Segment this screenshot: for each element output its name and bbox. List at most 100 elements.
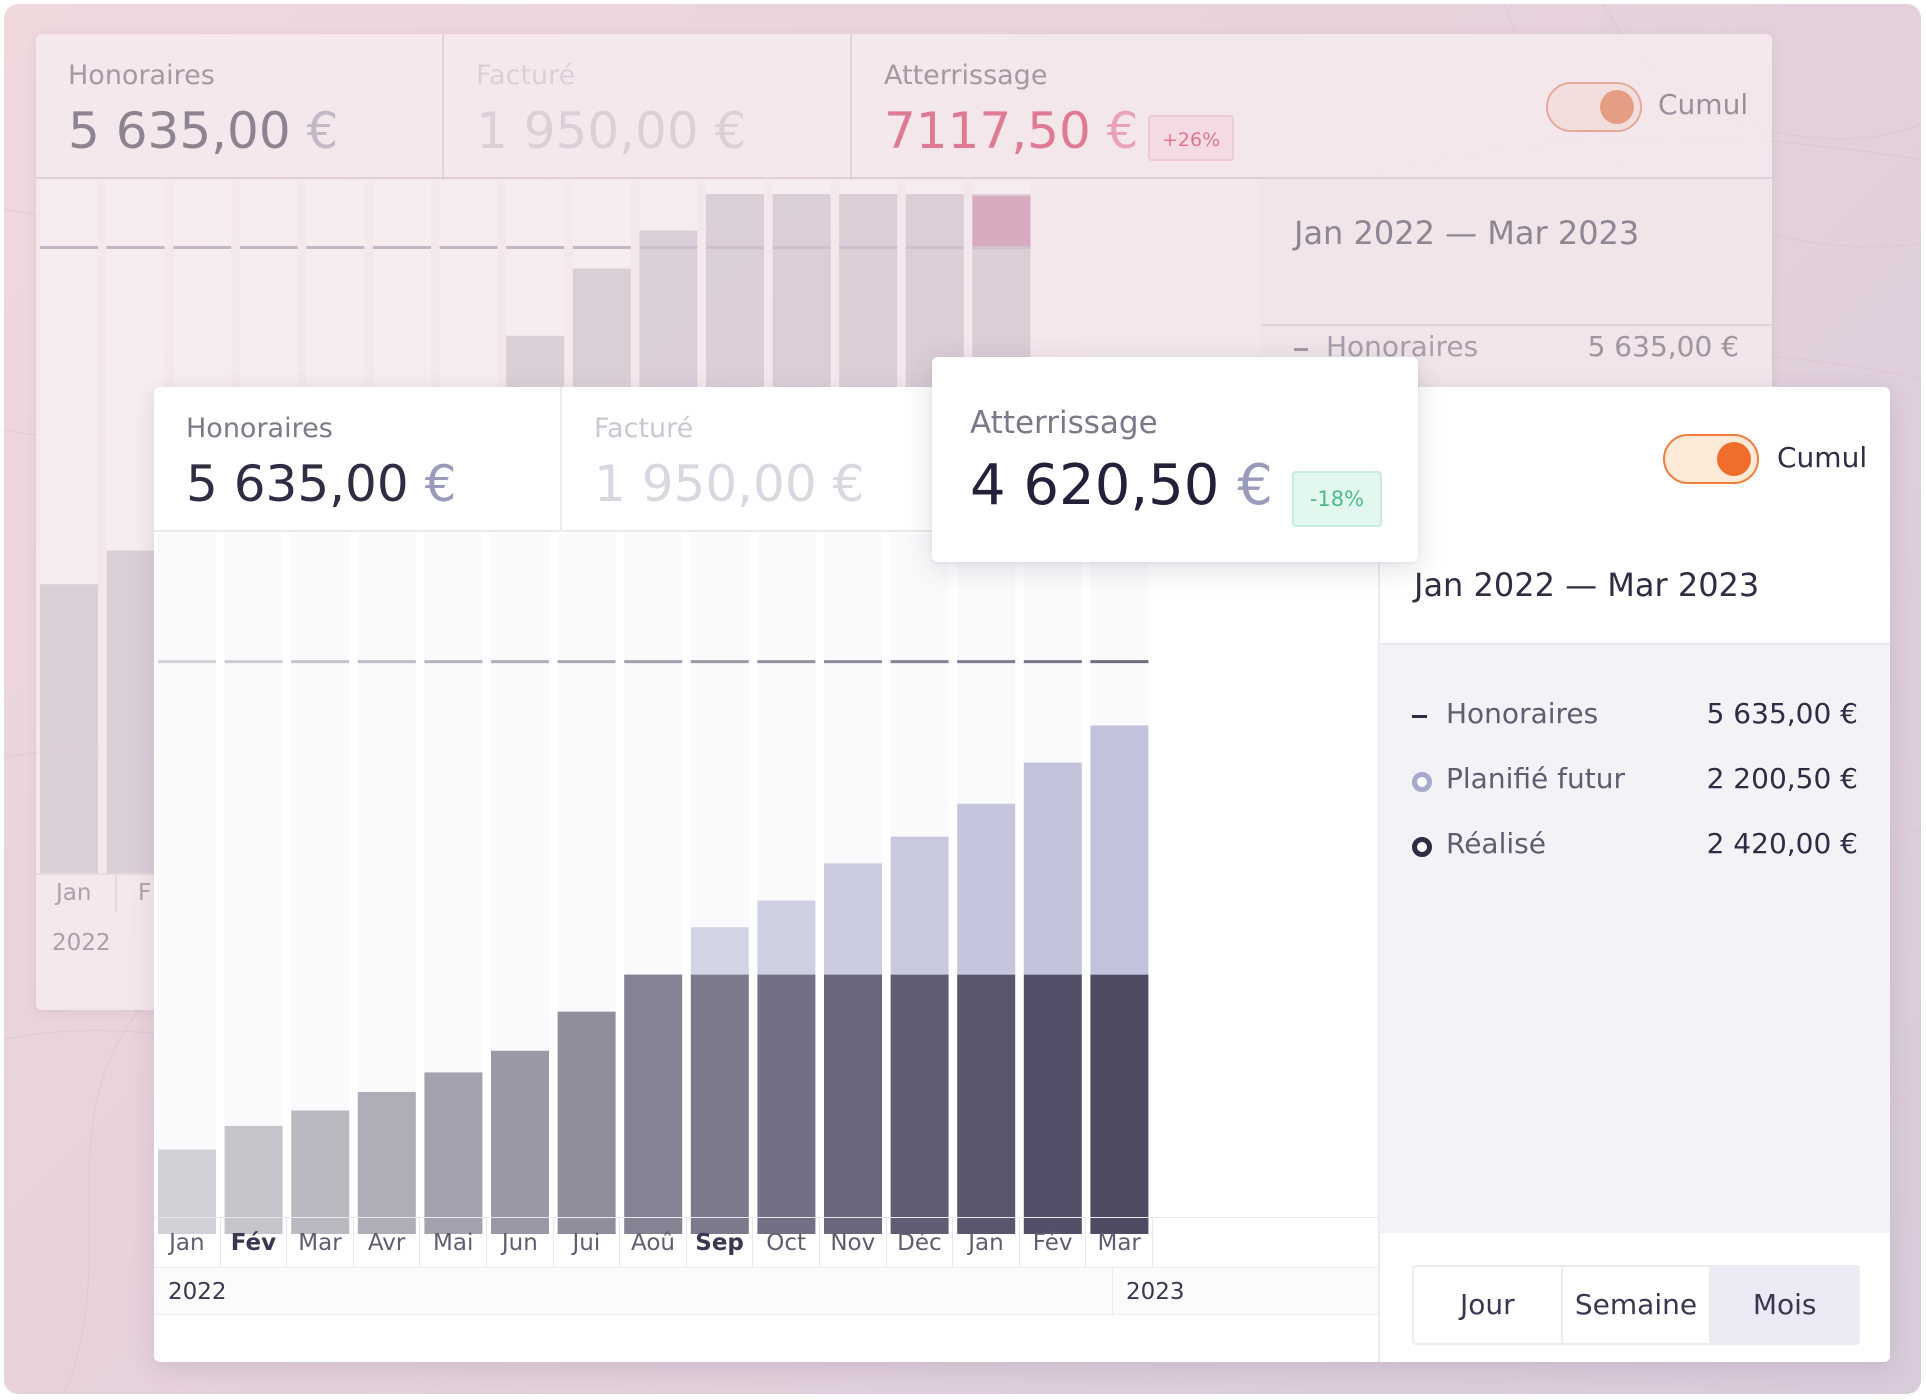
bar-planifie-futur	[824, 863, 882, 975]
bar-realise	[624, 974, 683, 1234]
back-target-line	[439, 246, 498, 249]
chart-column-bg	[158, 534, 216, 1234]
month-tick-label: Fév	[221, 1218, 288, 1268]
stat-honoraires[interactable]: Honoraires 5 635,00 €	[154, 387, 562, 532]
period-option-mois[interactable]: Mois	[1711, 1267, 1859, 1343]
month-tick-label: Mar	[1086, 1218, 1153, 1268]
back-target-line	[373, 246, 431, 249]
month-tick-label: Fév	[1020, 1218, 1087, 1268]
month-tick-label: Avr	[354, 1218, 421, 1268]
date-range: Jan 2022 — Mar 2023	[1414, 566, 1760, 604]
month-axis: Jan Fév Mar Avr Mai Jun Jui Aoû Sep Oct Nov Déc Jan F…	[154, 1217, 1378, 1268]
target-line-honoraires	[1090, 660, 1149, 664]
legend-row-planifie-futur: Planifié futur 2 200,50 €	[1412, 762, 1858, 802]
bar-planifie-futur	[757, 900, 816, 975]
back-month-label: Jan	[56, 880, 92, 906]
stat-label: Atterrissage	[884, 60, 1048, 91]
stat-label: Honoraires	[68, 60, 215, 91]
target-line-honoraires	[224, 660, 283, 664]
back-month-label: F	[138, 880, 152, 906]
month-tick-label: Jan	[154, 1218, 221, 1268]
target-line-honoraires	[491, 660, 549, 664]
target-line-honoraires	[824, 660, 882, 664]
month-tick-label: Nov	[820, 1218, 887, 1268]
stat-value: 1 950,00 €	[594, 455, 865, 513]
target-line-honoraires	[557, 660, 616, 664]
stat-value: 1 950,00 €	[476, 102, 747, 160]
bar-realise	[957, 974, 1016, 1234]
back-target-line	[106, 246, 165, 249]
legend-row-honoraires: Honoraires 5 635,00 €	[1412, 697, 1858, 737]
back-target-line	[306, 246, 365, 249]
dash-marker-icon	[1294, 348, 1308, 351]
month-tick-label: Jun	[487, 1218, 554, 1268]
target-line-honoraires	[690, 660, 749, 664]
bar-realise	[1023, 974, 1082, 1234]
legend-row-realise: Réalisé 2 420,00 €	[1412, 827, 1858, 867]
chart-column-bg	[224, 534, 283, 1234]
month-tick-label: Aoû	[620, 1218, 687, 1268]
target-line-honoraires	[1023, 660, 1082, 664]
back-target-line	[506, 246, 565, 249]
target-line-honoraires	[424, 660, 483, 664]
back-target-line	[239, 246, 298, 249]
back-target-line	[173, 246, 232, 249]
bar-realise	[690, 974, 749, 1234]
year-divider	[1112, 1268, 1113, 1316]
back-cumul-toggle[interactable]	[1546, 82, 1642, 132]
target-line-honoraires	[357, 660, 416, 664]
month-tick-label: Déc	[887, 1218, 954, 1268]
target-line-honoraires	[158, 660, 216, 664]
back-bar-over-target	[972, 196, 1031, 246]
month-tick-label: Sep	[687, 1218, 754, 1268]
legend-name: Honoraires	[1446, 697, 1599, 730]
period-footer: Jour Semaine Mois	[1380, 1233, 1890, 1362]
bar-planifie-futur	[890, 836, 949, 975]
stat-label: Facturé	[594, 413, 694, 444]
front-dashboard-card: Honoraires 5 635,00 € Facturé 1 950,00 €…	[154, 387, 1890, 1362]
back-target-line	[40, 246, 98, 249]
bar-realise	[824, 974, 882, 1234]
target-line-honoraires	[890, 660, 949, 664]
popup-value: 4 620,50 €	[970, 453, 1273, 518]
stat-label: Honoraires	[186, 413, 333, 444]
period-segmented-control: Jour Semaine Mois	[1412, 1265, 1860, 1345]
back-year-label: 2022	[52, 930, 111, 956]
stat-value: 5 635,00 €	[186, 455, 457, 513]
legend-value: 5 635,00 €	[1587, 330, 1739, 363]
stat-value: 7117,50 €	[884, 102, 1139, 160]
stats-bar: Honoraires 5 635,00 € Facturé 1 950,00 €	[154, 387, 1378, 532]
target-line-honoraires	[757, 660, 816, 664]
legend-name: Réalisé	[1446, 827, 1546, 860]
bar-realise	[890, 974, 949, 1234]
bar-planifie-futur	[957, 803, 1016, 975]
change-badge: -18%	[1292, 471, 1382, 527]
legend-header: Jan 2022 — Mar 2023	[1380, 532, 1890, 645]
back-date-range: Jan 2022 — Mar 2023	[1294, 214, 1640, 252]
back-target-line	[572, 246, 631, 249]
back-stat-facture: Facturé 1 950,00 €	[444, 34, 852, 179]
stat-label: Facturé	[476, 60, 576, 91]
bar-realise	[557, 1011, 616, 1234]
ring-marker-icon	[1412, 772, 1432, 792]
toggle-knob	[1717, 442, 1751, 476]
popup-label: Atterrissage	[970, 405, 1158, 441]
back-stat-honoraires: Honoraires 5 635,00 €	[36, 34, 444, 179]
bar-realise	[291, 1110, 350, 1234]
ring-marker-icon	[1412, 837, 1432, 857]
legend-value: 2 200,50 €	[1706, 762, 1858, 795]
month-tick-label: Jui	[554, 1218, 621, 1268]
cumulative-bar-chart	[158, 534, 1149, 1234]
bar-realise	[224, 1125, 283, 1234]
year-label: 2023	[1126, 1279, 1185, 1305]
atterrissage-popup-card[interactable]: Atterrissage 4 620,50 € -18%	[932, 357, 1418, 562]
bar-realise	[424, 1072, 483, 1234]
bar-planifie-futur	[690, 927, 749, 975]
period-option-semaine[interactable]: Semaine	[1563, 1267, 1712, 1343]
bar-realise	[491, 1050, 549, 1234]
target-line-honoraires	[957, 660, 1016, 664]
cumul-toggle[interactable]	[1663, 434, 1759, 484]
stat-facture[interactable]: Facturé 1 950,00 €	[562, 387, 970, 532]
period-option-jour[interactable]: Jour	[1414, 1267, 1563, 1343]
bar-realise	[1090, 974, 1149, 1234]
